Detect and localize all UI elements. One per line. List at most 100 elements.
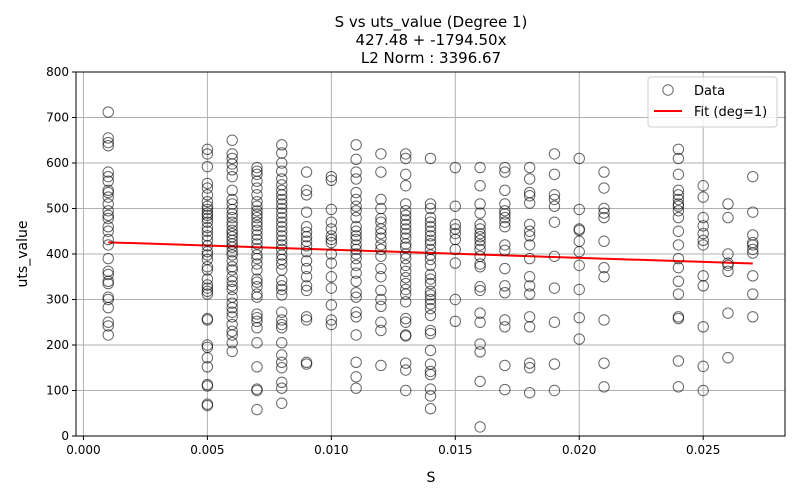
data-point: [325, 314, 338, 326]
data-point: [102, 316, 114, 328]
data-point: [424, 390, 437, 402]
data-point: [697, 227, 709, 240]
data-point: [424, 289, 437, 301]
data-point: [722, 352, 734, 364]
data-point: [722, 265, 734, 277]
data-point: [449, 227, 461, 240]
data-point: [499, 166, 511, 178]
y-tick-label: 600: [46, 156, 69, 170]
data-point: [350, 243, 362, 256]
data-point: [102, 268, 114, 281]
data-point: [276, 258, 288, 270]
data-point: [474, 207, 486, 219]
data-point: [201, 216, 214, 228]
data-point: [523, 280, 536, 292]
data-point: [672, 355, 685, 367]
data-point: [424, 298, 437, 310]
legend-data-label: Data: [694, 84, 725, 99]
data-point: [201, 279, 214, 291]
data-point: [400, 180, 412, 192]
data-point: [226, 208, 238, 220]
data-point: [548, 193, 561, 206]
data-point: [201, 177, 214, 190]
data-point: [400, 218, 412, 231]
data-point: [226, 211, 238, 224]
data-point: [251, 249, 263, 261]
data-point: [747, 270, 759, 282]
data-point: [226, 291, 238, 303]
data-point: [400, 329, 412, 341]
data-point: [573, 246, 585, 258]
data-point: [499, 286, 511, 299]
data-point: [449, 293, 461, 306]
data-point: [350, 252, 362, 265]
data-point: [672, 152, 685, 165]
data-point: [201, 352, 214, 364]
data-point: [474, 375, 486, 388]
data-point: [300, 184, 313, 197]
data-point: [276, 376, 288, 389]
x-tick-label: 0.020: [562, 443, 596, 457]
data-point: [350, 139, 362, 151]
legend: Data Fit (deg=1): [647, 76, 778, 128]
data-point: [747, 288, 759, 300]
data-point: [375, 243, 387, 256]
data-point: [226, 345, 238, 358]
data-point: [276, 207, 288, 219]
data-point: [102, 166, 114, 178]
data-point: [276, 216, 288, 228]
data-point: [697, 211, 709, 224]
data-point: [276, 249, 288, 261]
data-point: [499, 239, 511, 251]
data-point: [226, 220, 238, 232]
data-point: [226, 311, 238, 323]
data-point: [276, 274, 288, 287]
data-point: [697, 280, 709, 292]
y-tick-label: 300: [46, 293, 69, 307]
data-point: [598, 207, 610, 219]
data-point: [276, 184, 288, 197]
data-point: [201, 285, 214, 298]
data-point: [424, 293, 437, 306]
data-point: [424, 368, 437, 381]
data-point: [350, 259, 362, 272]
data-point: [350, 173, 362, 185]
data-point: [350, 275, 362, 287]
data-point: [300, 262, 313, 275]
data-point: [226, 301, 238, 314]
data-point: [474, 281, 486, 293]
data-point: [424, 238, 437, 250]
data-point: [672, 252, 685, 265]
data-point: [350, 193, 362, 206]
data-point: [499, 211, 511, 224]
data-point: [201, 361, 214, 373]
data-point: [548, 168, 561, 181]
data-point: [375, 166, 387, 178]
data-point: [201, 246, 214, 258]
data-point: [276, 165, 288, 177]
data-point: [201, 225, 214, 237]
data-point: [350, 356, 362, 368]
data-point: [251, 264, 263, 276]
data-point: [325, 318, 338, 331]
data-point: [722, 198, 734, 210]
data-point: [499, 383, 511, 396]
data-point: [251, 229, 263, 241]
y-tick-label: 500: [46, 202, 69, 216]
data-point: [548, 316, 561, 328]
data-point: [424, 230, 437, 242]
data-point: [300, 226, 313, 238]
data-point: [400, 205, 412, 217]
data-point: [201, 195, 214, 208]
data-point: [102, 106, 114, 118]
data-point: [474, 261, 486, 273]
data-point: [226, 297, 238, 309]
y-tick-label: 400: [46, 247, 69, 261]
data-point: [251, 238, 263, 250]
data-point: [350, 311, 362, 323]
data-point: [251, 308, 263, 320]
data-point: [276, 147, 288, 159]
data-point: [276, 157, 288, 169]
data-point: [474, 231, 486, 243]
data-point: [226, 203, 238, 216]
